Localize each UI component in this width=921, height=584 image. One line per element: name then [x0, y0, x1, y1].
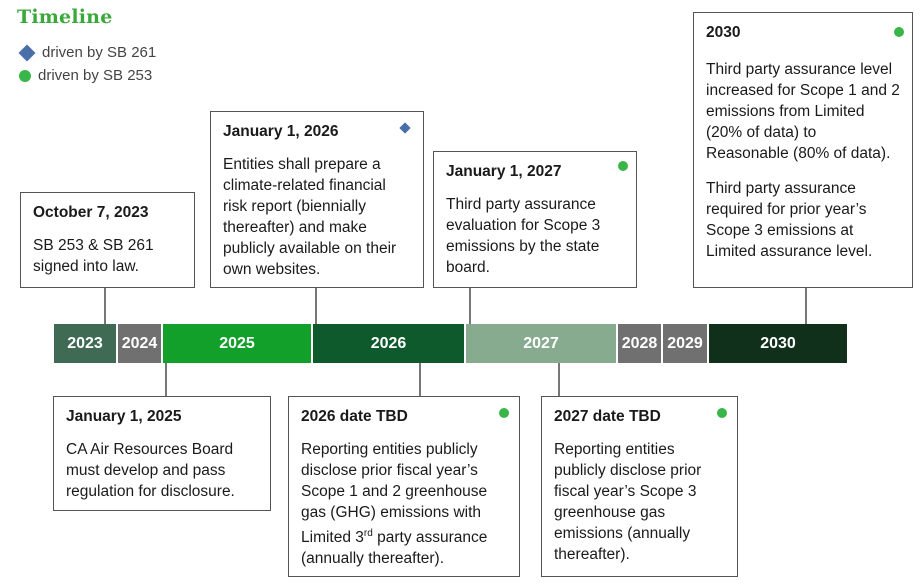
connector-oct2023 [104, 287, 106, 325]
event-jan-2027: January 1, 2027 Third party assurance ev… [433, 151, 637, 288]
event-2026-tbd: 2026 date TBD Reporting entities publicl… [288, 396, 520, 577]
event-2027-tbd: 2027 date TBD Reporting entities publicl… [541, 396, 738, 577]
year-2024: 2024 [118, 324, 161, 363]
event-text: SB 253 & SB 261 signed into law. [33, 237, 154, 275]
year-2023: 2023 [54, 324, 116, 363]
sb253-dot-icon [499, 408, 509, 418]
event-text-2: Third party assurance required for prior… [706, 180, 873, 260]
year-2026: 2026 [313, 324, 464, 363]
year-2029: 2029 [663, 324, 707, 363]
event-text: Entities shall prepare a climate-related… [223, 156, 397, 278]
connector-2030 [805, 287, 807, 325]
connector-tbd2026 [419, 362, 421, 397]
event-text: Third party assurance evaluation for Sco… [446, 196, 601, 276]
year-2030: 2030 [709, 324, 847, 363]
dot-icon [19, 69, 31, 82]
event-text: Reporting entities publicly disclose pri… [554, 441, 702, 563]
event-date: 2030 [706, 24, 741, 41]
event-date: January 1, 2027 [446, 163, 562, 180]
connector-tbd2027 [558, 362, 560, 397]
year-2028: 2028 [618, 324, 661, 363]
sb253-dot-icon [894, 27, 904, 37]
connector-jan2025 [165, 362, 167, 397]
event-text: CA Air Resources Board must develop and … [66, 441, 235, 500]
legend-sb261: driven by SB 261 [18, 44, 157, 61]
connector-jan2027 [469, 287, 471, 325]
timeline-title: Timeline [17, 6, 113, 28]
event-text: Third party assurance level increased fo… [706, 61, 900, 162]
event-date: January 1, 2026 [223, 123, 339, 140]
event-text: Reporting entities publicly disclose pri… [301, 441, 488, 568]
event-date: 2027 date TBD [554, 408, 661, 425]
diamond-icon [18, 44, 36, 61]
legend-label: driven by SB 253 [38, 67, 153, 84]
event-jan-2026: January 1, 2026 Entities shall prepare a… [210, 111, 424, 288]
event-date: 2026 date TBD [301, 408, 408, 425]
event-date: January 1, 2025 [66, 408, 182, 425]
sb253-dot-icon [618, 161, 628, 171]
event-jan-2025: January 1, 2025 CA Air Resources Board m… [53, 396, 271, 511]
event-date: October 7, 2023 [33, 204, 149, 221]
legend-label: driven by SB 261 [42, 44, 157, 61]
event-oct-2023: October 7, 2023 SB 253 & SB 261 signed i… [20, 192, 195, 288]
connector-jan2026 [315, 287, 317, 325]
sb253-dot-icon [717, 408, 727, 418]
event-2030: 2030 Third party assurance level increas… [693, 12, 913, 288]
year-2025: 2025 [163, 324, 311, 363]
legend-sb253: driven by SB 253 [19, 67, 152, 84]
year-2027: 2027 [466, 324, 616, 363]
